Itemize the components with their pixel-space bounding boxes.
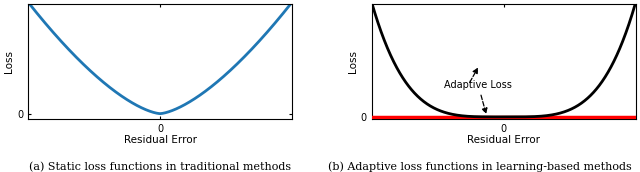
- Text: Adaptive Loss: Adaptive Loss: [444, 80, 512, 113]
- Text: (a) Static loss functions in traditional methods: (a) Static loss functions in traditional…: [29, 162, 291, 172]
- Y-axis label: Loss: Loss: [348, 50, 358, 73]
- X-axis label: Residual Error: Residual Error: [467, 136, 540, 146]
- X-axis label: Residual Error: Residual Error: [124, 136, 196, 146]
- Y-axis label: Loss: Loss: [4, 50, 14, 73]
- Text: (b) Adaptive loss functions in learning-based methods: (b) Adaptive loss functions in learning-…: [328, 162, 632, 172]
